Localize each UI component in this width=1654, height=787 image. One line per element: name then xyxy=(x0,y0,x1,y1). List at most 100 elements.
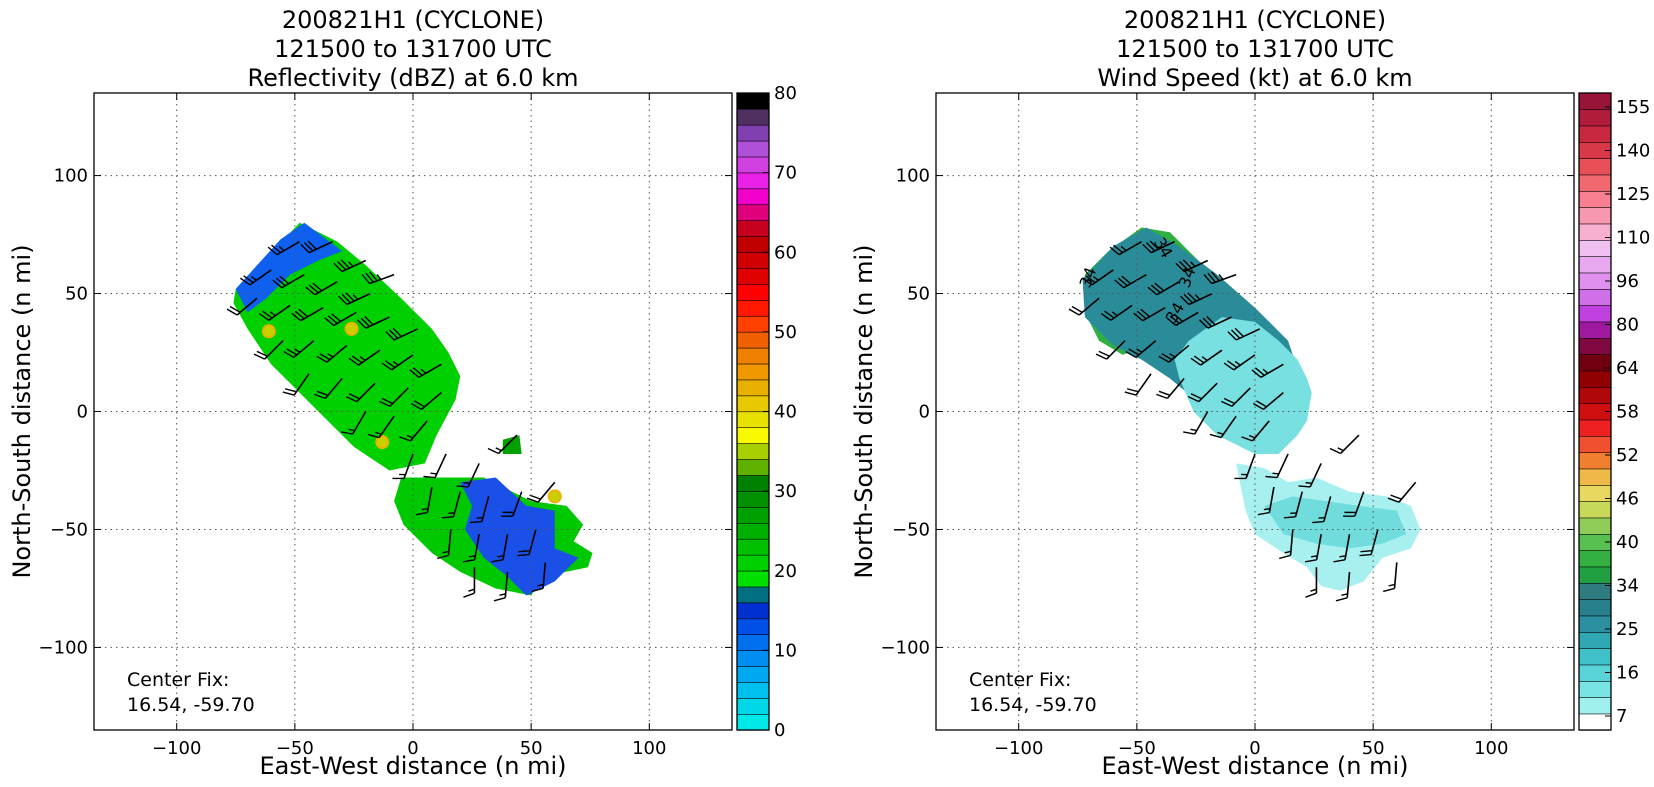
wind-barb-half-flag xyxy=(352,294,359,300)
plot-area xyxy=(226,222,593,602)
colorbar-tick-label: 0 xyxy=(774,720,785,741)
wind-barb-staff xyxy=(1346,571,1351,598)
wind-barb xyxy=(381,354,414,371)
wind-barb-flag xyxy=(1283,516,1296,519)
center-fix-value: 16.54, -59.70 xyxy=(969,694,1097,716)
wind-barb-flag xyxy=(341,431,353,435)
colorbar-segment xyxy=(736,634,770,651)
colorbar-segment xyxy=(736,220,770,237)
wind-barb-staff xyxy=(420,392,442,410)
wind-barb-half-flag xyxy=(1234,360,1241,366)
wind-barb xyxy=(1100,304,1133,321)
wind-barb xyxy=(267,240,300,256)
wind-barb-flag xyxy=(338,295,348,306)
colorbar-tick-label: 52 xyxy=(1616,445,1639,466)
wind-barb-staff xyxy=(1118,240,1142,256)
wind-barb xyxy=(316,344,348,363)
wind-barb xyxy=(501,491,523,517)
wind-barb-half-flag xyxy=(1136,348,1143,353)
colorbar-segment xyxy=(736,363,770,381)
wind-barb-staff xyxy=(1188,292,1213,306)
wind-barb-flag xyxy=(340,259,350,269)
colorbar-segment xyxy=(736,474,770,492)
x-tick-label: 0 xyxy=(1249,738,1260,759)
colorbar-segment xyxy=(736,570,770,588)
wind-barb xyxy=(258,304,291,321)
wind-barb xyxy=(1329,434,1360,455)
wind-barb-flag xyxy=(316,355,328,363)
wind-barb xyxy=(1312,496,1332,524)
wind-barb-flag xyxy=(493,597,506,602)
wind-barb-staff xyxy=(276,240,300,256)
wind-barb-staff xyxy=(236,297,258,316)
x-axis-label: East-West distance (n mi) xyxy=(1101,752,1408,780)
wind-barb-flag xyxy=(1256,400,1267,408)
y-tick-label: 100 xyxy=(54,166,88,187)
wind-barb-half-flag xyxy=(1201,356,1208,362)
wind-barb-flag xyxy=(1149,240,1159,250)
wind-barb-staff xyxy=(1207,316,1232,329)
colorbar-segment xyxy=(736,156,770,174)
wind-barb-flag xyxy=(462,559,475,563)
wind-barb-flag xyxy=(1140,308,1151,318)
wind-barb-flag xyxy=(1209,433,1222,439)
wind-barb-flag xyxy=(1231,329,1241,339)
wind-barb xyxy=(1227,327,1261,341)
x-tick-label: 50 xyxy=(1362,738,1385,759)
wind-barb-staff xyxy=(1289,529,1294,556)
wind-barb-flag xyxy=(1161,353,1173,361)
wind-barb-flag xyxy=(1113,244,1123,254)
wind-barb-flag xyxy=(470,520,482,524)
wind-barb-flag xyxy=(267,246,278,256)
wind-barb-half-flag xyxy=(468,555,476,558)
colorbar-tick-label: 110 xyxy=(1616,228,1650,249)
wind-barb-flag xyxy=(357,319,367,329)
wind-barb-flag xyxy=(341,294,352,304)
colorbar-segment xyxy=(736,681,770,699)
wind-barb-half-flag xyxy=(430,472,437,475)
wind-barb-staff xyxy=(409,420,428,442)
wind-barb-staff xyxy=(391,354,414,371)
colorbar-segment xyxy=(736,188,770,206)
colorbar-segment xyxy=(736,379,770,397)
y-tick-label: −50 xyxy=(50,519,88,540)
wind-barb xyxy=(470,496,490,524)
wind-barb-flag xyxy=(1182,259,1192,269)
wind-barb xyxy=(345,382,376,403)
wind-barb-flag xyxy=(331,313,342,322)
wind-barb-flag xyxy=(282,391,295,396)
colorbar-segment xyxy=(736,618,770,636)
center-fix-label: Center Fix: xyxy=(127,669,229,691)
wind-barb-flag xyxy=(272,279,283,289)
wind-barb-staff xyxy=(1398,481,1417,503)
wind-barb xyxy=(1209,415,1237,439)
wind-barb xyxy=(1114,273,1147,289)
colorbar-segment xyxy=(736,395,770,413)
wind-barb-staff xyxy=(502,534,509,560)
colorbar-segment xyxy=(736,172,770,190)
wind-barb-staff xyxy=(268,304,291,321)
wind-barb-staff xyxy=(1166,377,1185,399)
colorbar-segment xyxy=(736,586,770,604)
wind-barb-half-flag xyxy=(1305,481,1312,485)
wind-barb-flag xyxy=(283,350,295,359)
wind-barb-flag xyxy=(1180,295,1190,306)
wind-barb-flag xyxy=(1223,362,1235,371)
wind-barb xyxy=(1158,344,1190,363)
wind-barb xyxy=(1166,311,1199,327)
wind-barb xyxy=(239,269,272,286)
wind-barb-staff xyxy=(249,269,272,286)
colorbar-segment xyxy=(1578,109,1612,127)
wind-barb-flag xyxy=(369,271,378,282)
colorbar-segment xyxy=(1578,697,1612,715)
colorbar-segment xyxy=(736,411,770,429)
colorbar-segment xyxy=(1578,239,1612,257)
wind-barb-flag xyxy=(258,312,270,321)
wind-barb-staff xyxy=(378,415,395,438)
wind-barb-half-flag xyxy=(1310,555,1318,558)
colorbar-segment xyxy=(736,347,770,365)
wind-barb-flag xyxy=(392,327,402,338)
colorbar-segment xyxy=(1578,501,1612,519)
wind-barb-flag xyxy=(415,511,428,516)
